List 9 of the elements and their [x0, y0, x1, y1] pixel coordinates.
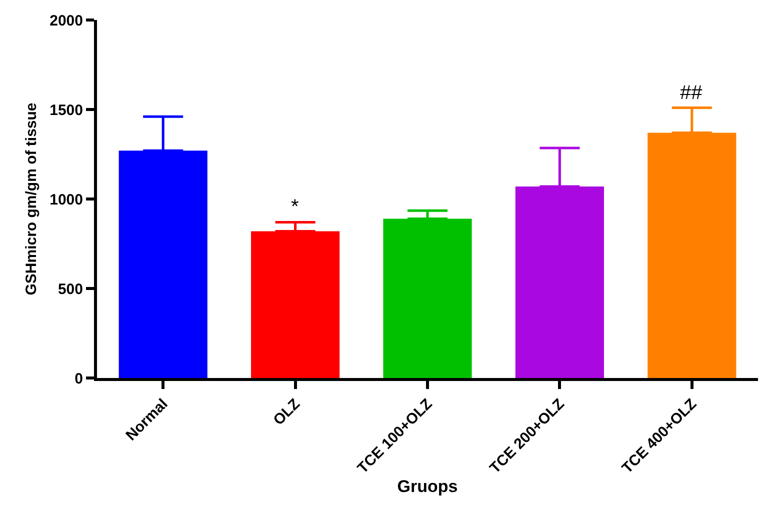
y-tick-label: 0 [74, 370, 83, 388]
annotation: * [291, 196, 299, 218]
annotation: ## [680, 82, 704, 104]
y-tick-label: 500 [58, 280, 83, 298]
x-axis-title: Gruops [397, 476, 458, 496]
y-tick-label: 1000 [50, 191, 83, 208]
y-tick-label: 2000 [50, 12, 83, 30]
y-axis-title: GSHmicro gm/gm of tissue [22, 102, 40, 296]
y-tick-label: 1500 [50, 102, 83, 119]
